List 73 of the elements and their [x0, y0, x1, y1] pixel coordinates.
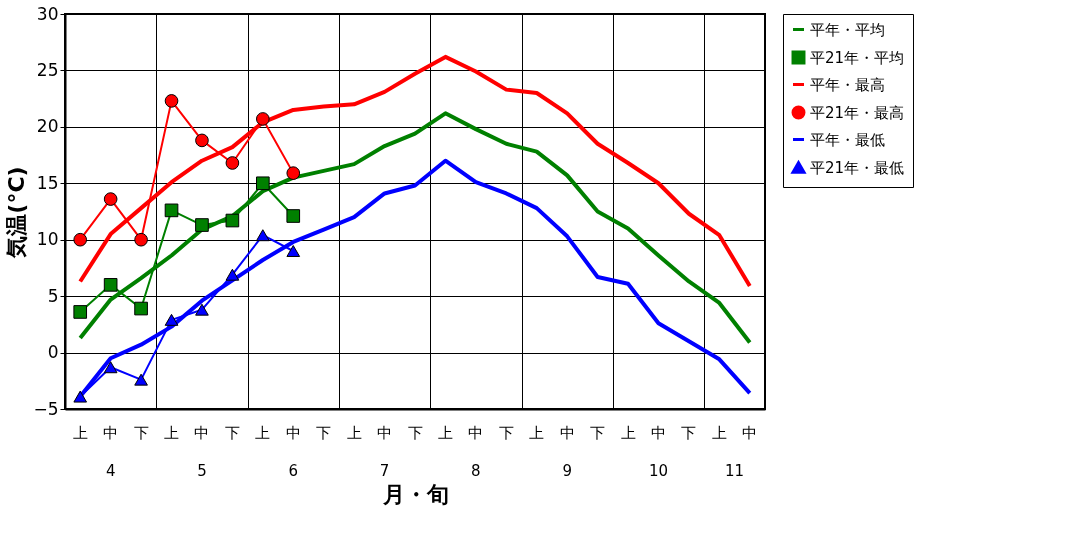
y-tick-label: −5	[33, 398, 59, 419]
y-tick-label: 25	[36, 59, 59, 80]
text: 11	[725, 462, 745, 480]
point	[195, 133, 209, 148]
legend-label: 平年・最高	[810, 75, 885, 94]
x-tick-label: 中	[650, 424, 666, 442]
point	[164, 313, 179, 326]
point	[134, 232, 148, 247]
point	[195, 218, 209, 232]
x-tick-label: 中	[559, 424, 575, 442]
text: 4	[105, 462, 116, 480]
legend-label: 平21年・最高	[810, 103, 905, 122]
text: 6	[288, 462, 299, 480]
text: 9	[562, 462, 572, 480]
legend-label: 平21年・最低	[810, 158, 905, 177]
x-tick-label: 下	[498, 424, 514, 442]
y-axis-title: 気温(°C)	[4, 166, 30, 259]
y-tick-label: 30	[36, 3, 59, 24]
text: 10	[648, 462, 669, 480]
point	[225, 213, 240, 228]
x-tick-label: 中	[468, 424, 484, 442]
x-tick-label: 上	[620, 424, 636, 442]
point	[164, 203, 179, 218]
point	[73, 390, 88, 403]
point	[225, 268, 240, 281]
x-axis-title: 月・旬	[381, 481, 449, 507]
point	[164, 94, 179, 108]
y-tick-label: 10	[36, 229, 59, 250]
x-tick-label: 中	[285, 424, 301, 442]
text: 8	[471, 462, 481, 480]
point	[225, 156, 240, 170]
legend-label: 平21年・平均	[810, 48, 905, 67]
x-tick-label: 下	[590, 424, 606, 442]
x-tick-label: 中	[194, 424, 210, 442]
x-tick-label: 下	[407, 424, 423, 442]
point	[286, 166, 301, 180]
point	[103, 192, 118, 206]
point	[103, 278, 118, 292]
point	[256, 112, 270, 126]
y-tick-label: 0	[47, 342, 59, 363]
x-tick-label: 下	[316, 424, 332, 442]
x-tick-label: 下	[224, 424, 240, 442]
x-tick-label: 上	[72, 424, 88, 442]
legend-label: 平年・平均	[810, 20, 885, 39]
point	[134, 301, 148, 316]
x-tick-label: 中	[103, 424, 119, 442]
legend-label: 平年・最低	[810, 130, 885, 149]
point	[286, 209, 301, 223]
x-tick-label: 中	[742, 424, 758, 442]
point	[195, 303, 209, 316]
text: 5	[197, 462, 207, 480]
x-tick-label: 上	[255, 424, 271, 442]
line-series	[78, 54, 752, 288]
point	[103, 361, 118, 374]
point	[134, 373, 148, 386]
y-tick-label: 20	[36, 116, 59, 137]
x-tick-label: 上	[711, 424, 727, 442]
x-tick-label: 上	[437, 424, 453, 442]
point	[73, 232, 88, 247]
line-series	[78, 111, 752, 345]
x-tick-label: 中	[377, 424, 393, 442]
x-tick-label: 上	[529, 424, 545, 442]
text: 7	[379, 462, 390, 480]
point	[256, 176, 270, 191]
point	[73, 305, 88, 319]
x-tick-label: 上	[164, 424, 180, 442]
y-tick-label: 5	[47, 285, 59, 306]
point	[286, 245, 301, 257]
x-tick-label: 下	[133, 424, 149, 442]
x-tick-label: 下	[681, 424, 697, 442]
x-tick-label: 上	[346, 424, 362, 442]
point	[256, 229, 270, 242]
y-tick-label: 15	[36, 172, 59, 193]
